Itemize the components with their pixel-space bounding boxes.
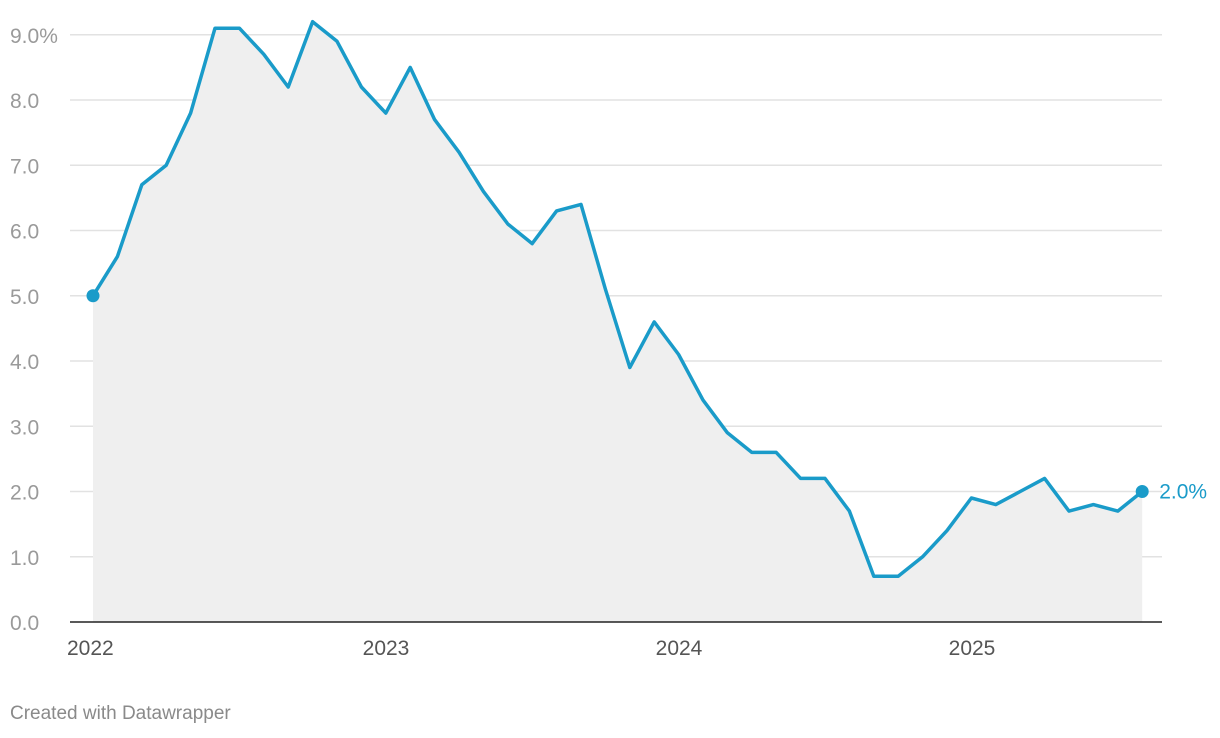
y-tick-label: 4.0	[10, 351, 39, 374]
series-line	[91, 19, 1144, 579]
x-tick-label: 2025	[949, 637, 996, 660]
y-tick-label: 1.0	[10, 547, 39, 570]
end-value-label: 2.0%	[1159, 481, 1207, 504]
y-axis-tick-labels: 9.0% 8.0 7.0 6.0 5.0 4.0 3.0 2.0 1.0 0.0	[10, 25, 58, 635]
x-tick-label: 2023	[363, 637, 410, 660]
y-tick-label: 7.0	[10, 155, 39, 178]
start-point	[86, 289, 100, 303]
area-fill	[93, 21, 1143, 622]
datawrapper-credit: Created with Datawrapper	[10, 703, 231, 724]
y-tick-label: 0.0	[10, 612, 39, 635]
y-tick-label: 3.0	[10, 416, 39, 439]
y-tick-label: 2.0	[10, 482, 39, 505]
area-layer	[93, 21, 1143, 622]
line-chart: 9.0% 8.0 7.0 6.0 5.0 4.0 3.0 2.0 1.0 0.0 2022 2023…	[10, 19, 1207, 660]
x-tick-label: 2024	[656, 637, 703, 660]
x-axis: 2022 2023 2024 2025	[67, 621, 1162, 660]
end-point	[1135, 485, 1149, 498]
y-tick-label: 9.0%	[10, 25, 58, 48]
y-tick-label: 5.0	[10, 286, 39, 309]
line-layer	[91, 19, 1144, 579]
y-tick-label: 6.0	[10, 221, 39, 244]
end-markers: 2.0%	[86, 289, 1207, 504]
x-tick-label: 2022	[67, 637, 114, 660]
y-tick-label: 8.0	[10, 90, 39, 113]
